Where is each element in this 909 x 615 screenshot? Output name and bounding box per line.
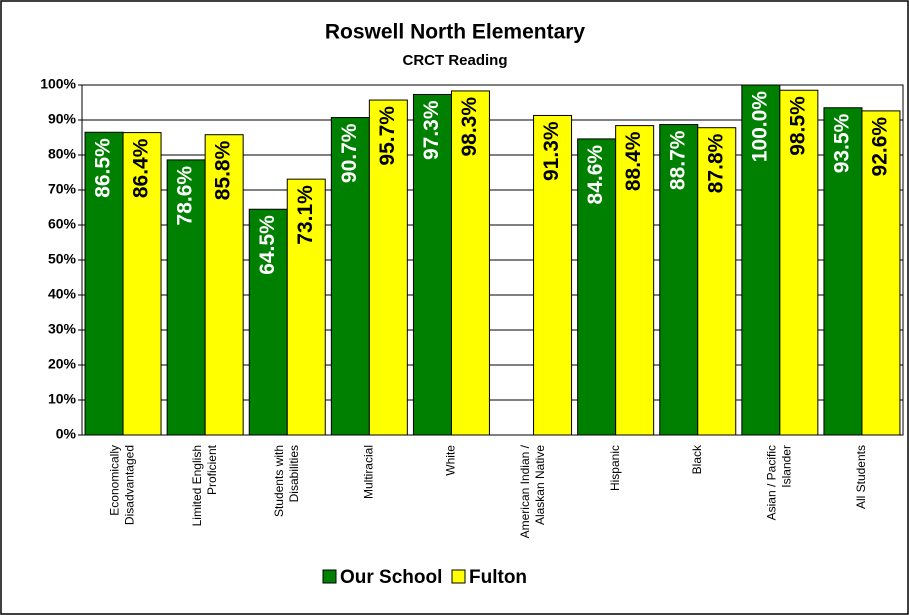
x-tick-label: Limited English [190,445,204,526]
value-label: 78.6% [174,166,197,226]
bar [659,124,699,436]
legend-swatch [322,569,337,584]
y-tick-label: 100% [40,76,76,92]
x-tick-label: All Students [854,445,868,509]
x-tick-label: Proficient [205,444,219,495]
x-tick-label: Alaskan Native [533,445,547,525]
y-tick-label: 70% [48,181,77,197]
value-label: 88.4% [622,131,645,191]
value-label: 87.8% [704,133,727,193]
value-label: 84.6% [584,145,607,205]
bar [166,159,206,436]
value-label: 100.0% [748,91,771,163]
y-tick-label: 20% [48,356,77,372]
bar [861,110,901,436]
legend-label: Fulton [469,567,527,588]
bar [697,127,737,436]
chart-subtitle: CRCT Reading [403,52,508,69]
x-tick-label: Asian / Pacific [765,445,779,520]
bar [248,208,288,436]
value-label: 90.7% [338,123,361,183]
legend-swatch [451,569,466,584]
y-tick-label: 50% [48,251,77,267]
bar [368,99,408,436]
chart-title: Roswell North Elementary [325,21,586,44]
value-label: 86.5% [92,138,115,198]
bar [823,107,863,436]
x-tick-label: Islander [780,445,794,488]
value-label: 95.7% [376,106,399,166]
x-tick-label: Black [690,444,704,474]
y-tick-label: 30% [48,321,77,337]
bar [122,132,162,436]
x-tick-label: Multiracial [362,445,376,499]
bar [330,117,370,436]
legend-label: Our School [340,567,442,588]
value-label: 97.3% [420,100,443,160]
bar [615,125,655,436]
bar [533,114,573,436]
y-tick-label: 60% [48,216,77,232]
bar [204,134,244,436]
bar [286,178,326,436]
x-tick-label: Hispanic [608,445,622,491]
x-tick-label: American Indian / [518,444,532,538]
bar [450,90,490,436]
bar [577,138,617,436]
y-tick-label: 10% [48,391,77,407]
value-label: 91.3% [540,121,563,181]
x-tick-label: Students with [272,445,286,517]
value-label: 98.5% [786,96,809,156]
x-tick-label: Disabilities [287,445,301,502]
value-label: 64.5% [256,215,279,275]
x-tick-label: Economically [108,445,122,516]
x-tick-label: Disadvantaged [123,445,137,525]
value-label: 73.1% [294,185,317,245]
bar [412,93,452,436]
bar [741,84,781,436]
value-label: 98.3% [458,97,481,157]
value-label: 88.7% [666,130,689,190]
bar [779,89,819,436]
value-label: 86.4% [130,138,153,198]
value-label: 92.6% [868,117,891,177]
y-tick-label: 40% [48,286,77,302]
y-tick-label: 90% [48,111,77,127]
y-tick-label: 0% [56,426,77,442]
y-tick-label: 80% [48,146,77,162]
x-tick-label: White [444,445,458,476]
value-label: 85.8% [212,140,235,200]
value-label: 93.5% [830,113,853,173]
